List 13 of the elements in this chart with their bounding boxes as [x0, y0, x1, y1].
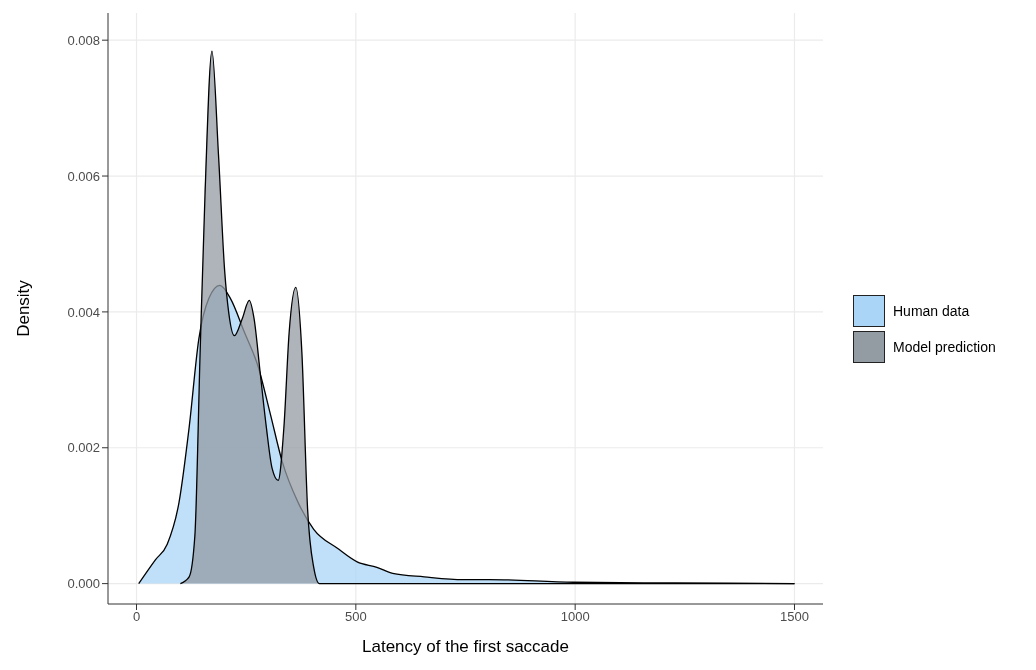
y-axis-title: Density: [14, 279, 34, 337]
legend-label: Human data: [893, 303, 970, 319]
y-tick-label: 0.000: [67, 576, 100, 592]
y-tick-label: 0.006: [67, 168, 100, 184]
x-tick-label: 500: [344, 609, 367, 625]
y-tick-label: 0.002: [67, 440, 100, 456]
y-tick-label: 0.004: [67, 304, 100, 320]
x-tick-label: 1000: [560, 609, 590, 625]
legend-label: Model prediction: [893, 339, 996, 355]
x-tick-label: 0: [132, 609, 141, 625]
x-tick-label: 1500: [780, 609, 809, 625]
y-tick-label: 0.008: [67, 32, 100, 48]
x-axis-title: Latency of the first saccade: [362, 637, 569, 656]
